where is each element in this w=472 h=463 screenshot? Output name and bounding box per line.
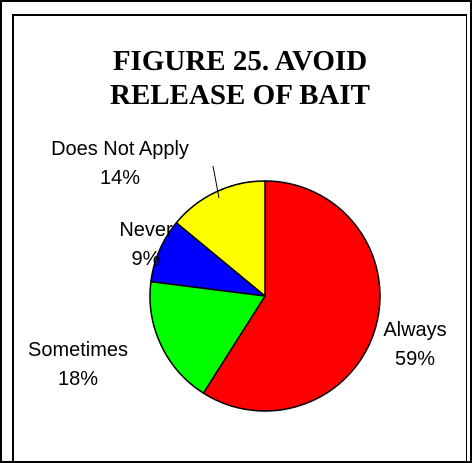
pie-slices [149, 180, 381, 412]
leader-line-does-not-apply [212, 165, 220, 199]
chart-title: FIGURE 25. AVOID RELEASE OF BAIT [40, 44, 440, 112]
pie-slice-sometimes [149, 280, 266, 394]
chart-area-right-border [466, 16, 467, 463]
chart-area-left-border [12, 14, 14, 463]
slice-label-always: Always 59% [383, 319, 446, 370]
slice-label-sometimes: Sometimes 18% [28, 339, 128, 390]
slice-label-never: Never 9% [119, 219, 173, 270]
slice-labels: Always 59% Sometimes 18% Never 9% Does Not App… [28, 138, 447, 390]
chart-title-line-2: RELEASE OF BAIT [110, 79, 370, 111]
slice-label-does-not-apply: Does Not Apply 14% [51, 138, 189, 189]
pie-slice-always [202, 180, 381, 412]
leader-lines [212, 165, 220, 199]
chart-area-top-border [12, 14, 467, 16]
chart-title-line-1: FIGURE 25. AVOID [112, 45, 368, 77]
pie-slice-does-not-apply [175, 180, 266, 297]
